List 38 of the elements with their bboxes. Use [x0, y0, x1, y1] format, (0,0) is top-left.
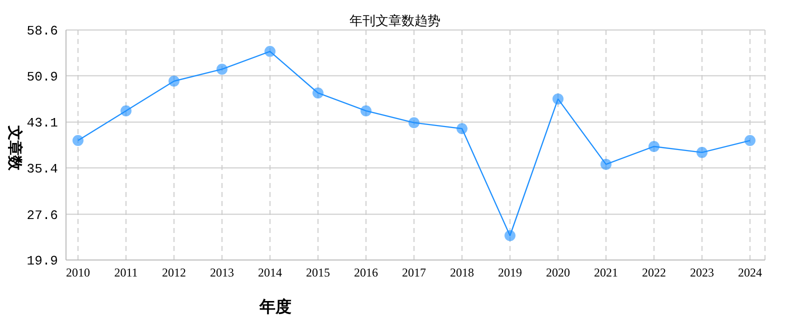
x-tick-label: 2019: [498, 266, 522, 280]
x-tick-label: 2010: [66, 266, 90, 280]
chart-title: 年刊文章数趋势: [350, 13, 440, 28]
point: [408, 117, 420, 128]
point: [168, 76, 180, 87]
x-tick-label: 2020: [546, 266, 570, 280]
x-tick-label: 2012: [162, 266, 186, 280]
point: [696, 146, 708, 158]
y-tick-label: 50.9: [26, 69, 58, 84]
point: [504, 230, 516, 242]
x-tick-label: 2011: [114, 266, 138, 280]
point: [552, 93, 564, 104]
point: [216, 64, 228, 75]
x-tick-label: 2015: [306, 266, 330, 280]
x-tick-label: 2021: [594, 266, 618, 280]
point: [360, 105, 372, 116]
x-tick-label: 2022: [642, 266, 666, 280]
y-tick-label: 58.6: [26, 24, 58, 39]
y-tick-label: 43.1: [26, 116, 58, 131]
point: [72, 135, 84, 146]
x-tick-label: 2018: [450, 266, 474, 280]
y-tick-label: 27.6: [26, 208, 58, 223]
point: [600, 158, 612, 170]
point: [456, 123, 468, 134]
x-tick-label: 2016: [354, 266, 378, 280]
x-tick-label: 2023: [690, 266, 714, 280]
x-tick-label: 2017: [402, 266, 426, 280]
point: [744, 135, 756, 146]
y-tick-label: 35.4: [26, 161, 58, 176]
point: [120, 105, 132, 116]
x-tick-label: 2014: [258, 266, 282, 280]
x-tick-label: 2013: [210, 266, 234, 280]
x-axis-title: 年度: [258, 297, 292, 316]
point: [264, 46, 276, 57]
x-tick-label: 2024: [738, 266, 762, 280]
point: [648, 140, 660, 152]
point: [312, 87, 324, 98]
y-tick-label: 19.9: [26, 254, 58, 269]
